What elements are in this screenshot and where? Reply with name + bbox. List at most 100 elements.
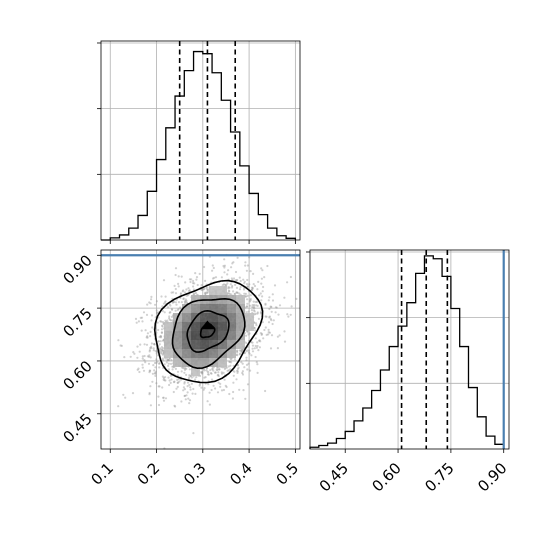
sample-point [171, 319, 174, 322]
sample-point [270, 319, 273, 322]
sample-point [249, 299, 252, 302]
sample-point [255, 346, 258, 349]
sample-point [227, 292, 230, 295]
sample-point [236, 256, 239, 259]
sample-point [172, 300, 175, 303]
sample-point [236, 370, 239, 373]
sample-point [236, 354, 239, 357]
sample-point [251, 350, 255, 353]
sample-point [211, 367, 214, 370]
sample-point [155, 382, 158, 385]
sample-point [254, 312, 257, 315]
p2-histogram-panel: 0.45 0.60 0.75 0.90 [306, 249, 511, 495]
sample-point [247, 310, 250, 313]
sample-point [175, 303, 178, 306]
p1-histogram-panel [97, 40, 301, 244]
sample-point [179, 293, 182, 296]
sample-point [180, 400, 183, 403]
density-cell [200, 304, 209, 313]
sample-point [245, 311, 248, 314]
sample-point [122, 393, 125, 396]
sample-point [248, 349, 251, 352]
sample-point [238, 349, 241, 352]
sample-point [146, 303, 149, 306]
sample-point [154, 350, 157, 353]
sample-point [246, 349, 249, 352]
sample-point [151, 380, 154, 383]
sample-point [161, 325, 164, 328]
density-cell [182, 304, 191, 313]
sample-point [231, 284, 234, 288]
sample-point [235, 378, 238, 381]
sample-point [185, 367, 188, 370]
sample-point [245, 356, 248, 359]
density-cell [191, 322, 200, 331]
contour-line [153, 279, 264, 384]
sample-point [159, 320, 162, 323]
sample-point [248, 283, 251, 286]
sample-point [162, 378, 165, 381]
sample-point [226, 369, 229, 372]
sample-point [230, 358, 233, 361]
density-cell [173, 349, 182, 358]
sample-point [199, 371, 202, 374]
sample-point [255, 322, 258, 325]
sample-point [174, 292, 178, 295]
p2-xtick-label: 0.45 [316, 459, 352, 495]
sample-point [188, 383, 191, 386]
sample-point [157, 328, 160, 332]
sample-point [190, 376, 193, 379]
sample-point [235, 353, 238, 356]
sample-point [268, 296, 271, 299]
sample-point [151, 326, 154, 329]
sample-point [167, 376, 170, 379]
sample-point [149, 369, 152, 372]
sample-point [265, 315, 268, 318]
sample-point [186, 381, 190, 384]
sample-point [252, 272, 255, 275]
sample-point [195, 276, 199, 279]
sample-point [235, 291, 239, 294]
sample-point [223, 266, 226, 269]
sample-point [238, 292, 241, 295]
sample-point [225, 366, 228, 369]
sample-point [182, 366, 185, 369]
sample-point [200, 288, 203, 292]
sample-point [246, 302, 249, 305]
sample-point [169, 374, 172, 377]
sample-point [244, 295, 247, 298]
sample-point [158, 366, 161, 369]
sample-point [171, 365, 174, 368]
sample-point [238, 353, 241, 356]
sample-point [194, 392, 197, 395]
sample-point [136, 368, 139, 371]
sample-point [210, 378, 214, 381]
sample-point [245, 305, 249, 308]
density-cell [182, 349, 191, 358]
sample-point [216, 368, 219, 371]
p2-frame [309, 249, 510, 450]
sample-point [230, 361, 233, 364]
sample-point [224, 384, 227, 387]
sample-point [186, 294, 190, 297]
sample-point [223, 271, 226, 274]
sample-point [132, 351, 135, 354]
sample-point [160, 352, 163, 355]
sample-point [227, 369, 230, 372]
density-cell [236, 331, 245, 340]
sample-point [260, 267, 263, 270]
sample-point [240, 361, 243, 364]
density-cell [191, 358, 200, 367]
sample-point [202, 368, 205, 371]
sample-point [287, 315, 290, 318]
sample-point [230, 277, 233, 280]
sample-point [213, 276, 216, 279]
sample-point [159, 340, 162, 343]
sample-point [183, 394, 187, 397]
sample-point [129, 355, 132, 358]
sample-point [263, 328, 266, 332]
density-cell [209, 304, 218, 313]
sample-point [289, 313, 292, 316]
sample-point [162, 359, 165, 362]
sample-point [145, 343, 149, 346]
